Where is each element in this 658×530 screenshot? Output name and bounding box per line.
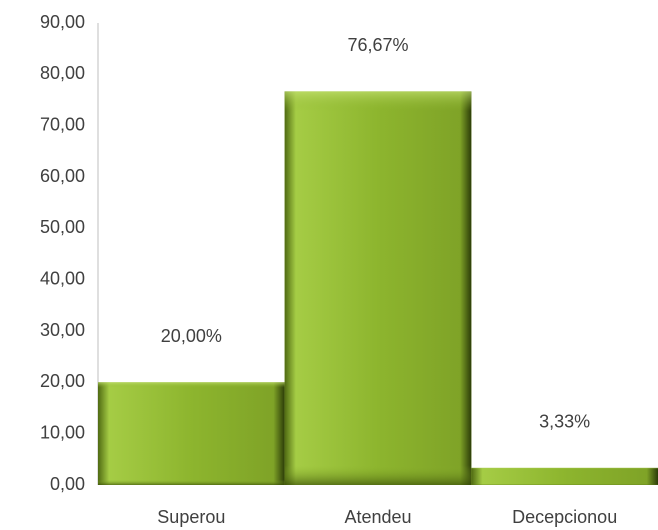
y-tick-label: 40,00 — [40, 268, 85, 288]
x-tick-label: Superou — [157, 507, 225, 527]
y-tick-label: 0,00 — [50, 474, 85, 494]
y-tick-label: 20,00 — [40, 371, 85, 391]
bar-bevel — [98, 382, 285, 485]
y-tick-label: 80,00 — [40, 63, 85, 83]
x-tick-label: Atendeu — [344, 507, 411, 527]
y-tick-label: 90,00 — [40, 12, 85, 32]
y-tick-label: 30,00 — [40, 320, 85, 340]
y-tick-label: 10,00 — [40, 422, 85, 442]
value-label: 20,00% — [161, 326, 222, 346]
y-tick-label: 70,00 — [40, 114, 85, 134]
x-tick-label: Decepcionou — [512, 507, 617, 527]
y-tick-label: 50,00 — [40, 217, 85, 237]
value-label: 3,33% — [539, 412, 590, 432]
bar-bevel — [284, 91, 472, 485]
bar-bevel — [471, 467, 658, 485]
value-label: 76,67% — [347, 35, 408, 55]
y-tick-label: 60,00 — [40, 166, 85, 186]
